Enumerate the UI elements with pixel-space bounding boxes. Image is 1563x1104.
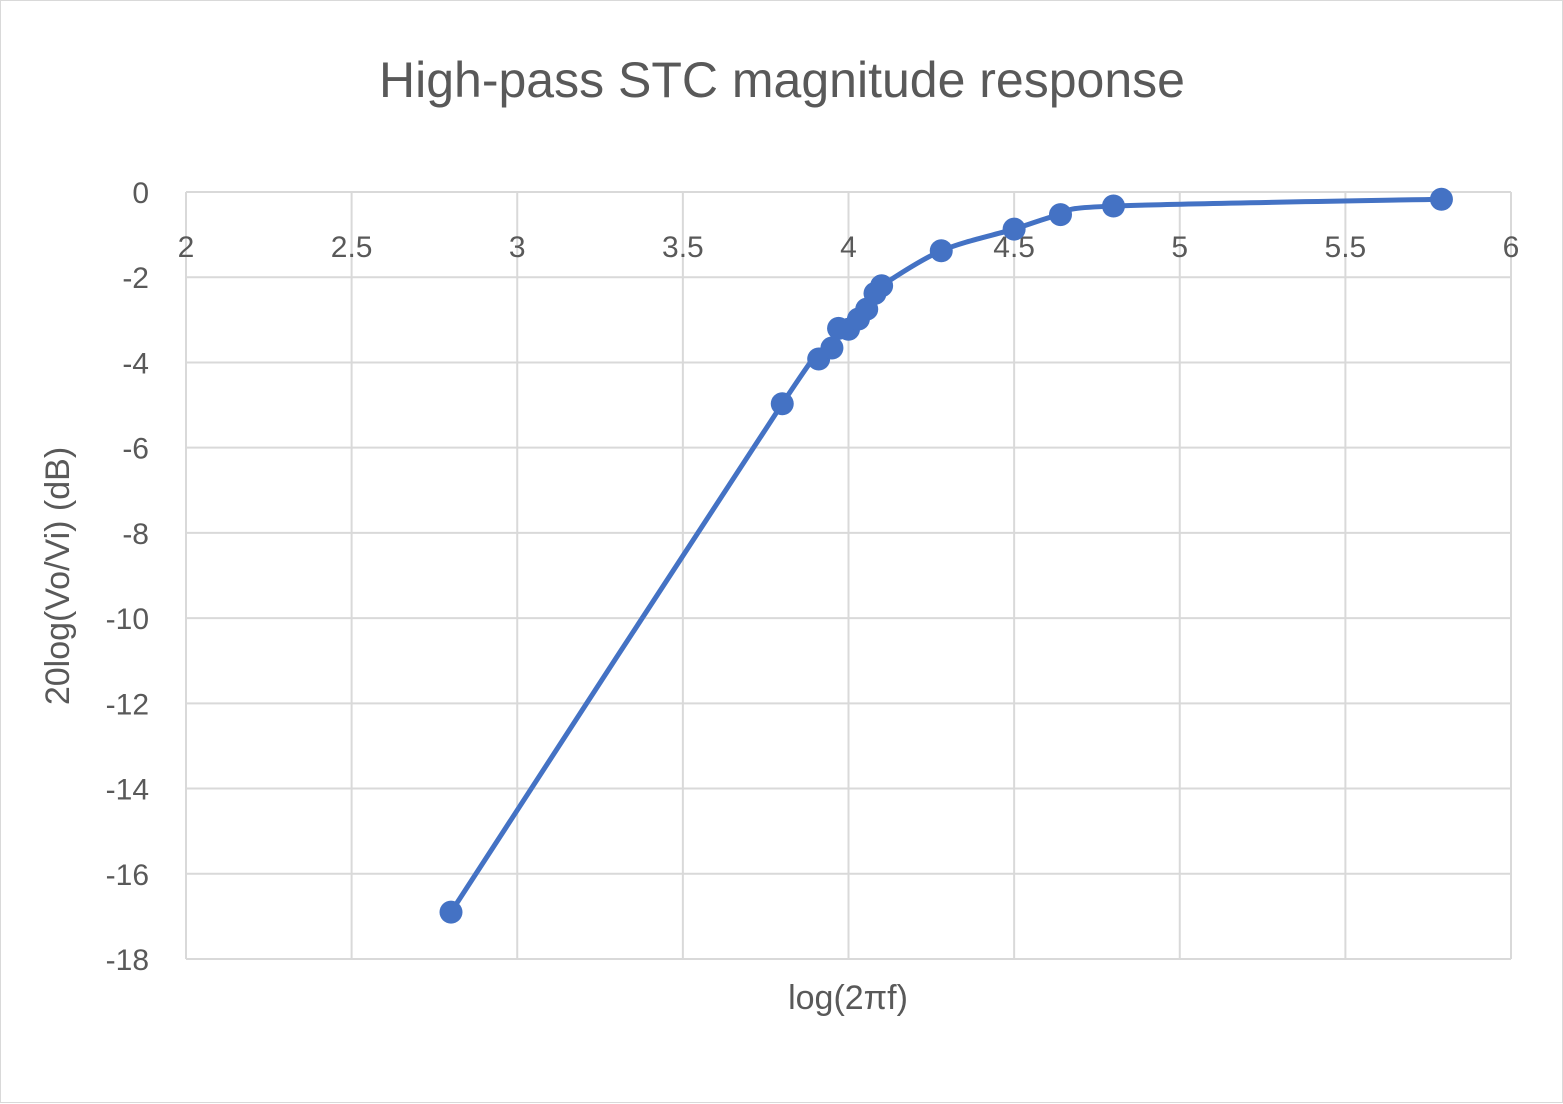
y-tick-label: -16 [106,859,149,892]
y-tick-label: -6 [122,433,149,466]
data-point [770,392,794,416]
gridlines [185,191,1512,960]
y-tick-label: -18 [106,944,149,977]
x-tick-label: 4 [840,231,857,264]
y-tick-label: -12 [106,688,149,721]
x-tick-label: 2 [178,231,195,264]
y-tick-label: -4 [122,347,149,380]
data-point [1429,187,1453,211]
y-tick-label: -2 [122,262,149,295]
data-point [1049,203,1072,227]
x-tick-label: 5.5 [1325,231,1367,264]
data-point [820,336,844,360]
x-tick-label: 3 [509,231,526,264]
y-tick-label: -8 [122,518,149,551]
y-axis-title: 20log(Vo/Vi) (dB) [39,447,77,705]
y-tick-label: -10 [106,603,149,636]
series-layer [439,187,1453,924]
y-tick-label: -14 [106,774,149,807]
data-point [870,274,894,298]
tick-labels: 2 2.5 3 3.5 4 4.5 5 5.5 60-2-4-6-8-10-12-14-16-1… [106,177,1520,977]
x-axis-title: log(2πf) [788,979,908,1017]
x-tick-label: 3.5 [662,231,704,264]
data-point [1002,217,1026,241]
chart-title: High-pass STC magnitude response [379,52,1185,108]
x-tick-label: 5 [1171,231,1188,264]
data-point [439,900,463,924]
x-tick-label: 6 [1503,231,1520,264]
data-point [929,239,953,263]
series-line [448,196,1444,915]
x-tick-label: 2.5 [331,231,373,264]
y-tick-label: 0 [132,177,149,210]
data-point [1102,194,1125,218]
